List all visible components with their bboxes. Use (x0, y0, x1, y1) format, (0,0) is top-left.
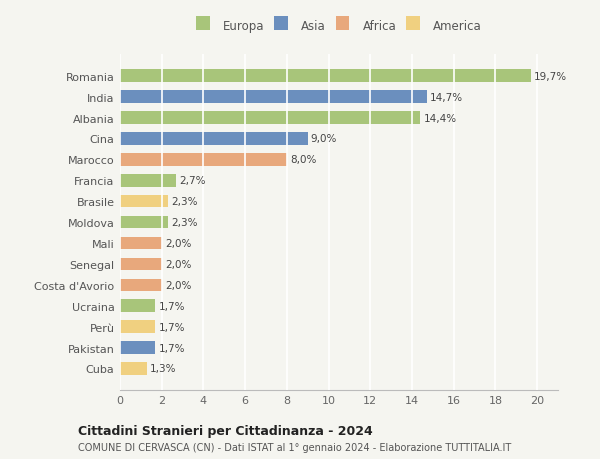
Text: 14,7%: 14,7% (430, 92, 463, 102)
Text: 14,4%: 14,4% (424, 113, 457, 123)
Bar (120, 196, 168, 208)
Text: 8,0%: 8,0% (290, 155, 316, 165)
Bar (120, 258, 162, 271)
Bar (120, 321, 155, 333)
Text: Cittadini Stranieri per Cittadinanza - 2024: Cittadini Stranieri per Cittadinanza - 2… (78, 425, 373, 437)
Bar (120, 133, 308, 146)
Text: 9,0%: 9,0% (311, 134, 337, 144)
Bar (120, 341, 155, 354)
Text: 2,3%: 2,3% (171, 197, 197, 207)
Bar (120, 279, 162, 291)
Bar (120, 154, 287, 166)
Bar (120, 300, 155, 312)
Text: 2,3%: 2,3% (171, 218, 197, 228)
Text: 2,0%: 2,0% (165, 239, 191, 248)
Bar (120, 363, 147, 375)
Text: 19,7%: 19,7% (534, 72, 567, 82)
Bar (120, 91, 427, 104)
Legend: Europa, Asia, Africa, America: Europa, Asia, Africa, America (194, 17, 484, 35)
Bar (120, 237, 162, 250)
Bar (120, 70, 531, 83)
Text: 1,3%: 1,3% (150, 364, 177, 374)
Bar (120, 174, 176, 187)
Bar (120, 216, 168, 229)
Text: COMUNE DI CERVASCA (CN) - Dati ISTAT al 1° gennaio 2024 - Elaborazione TUTTITALI: COMUNE DI CERVASCA (CN) - Dati ISTAT al … (78, 442, 511, 452)
Bar (120, 112, 421, 124)
Text: 2,7%: 2,7% (179, 176, 206, 186)
Text: 1,7%: 1,7% (158, 301, 185, 311)
Text: 1,7%: 1,7% (158, 343, 185, 353)
Text: 2,0%: 2,0% (165, 259, 191, 269)
Text: 1,7%: 1,7% (158, 322, 185, 332)
Text: 2,0%: 2,0% (165, 280, 191, 290)
